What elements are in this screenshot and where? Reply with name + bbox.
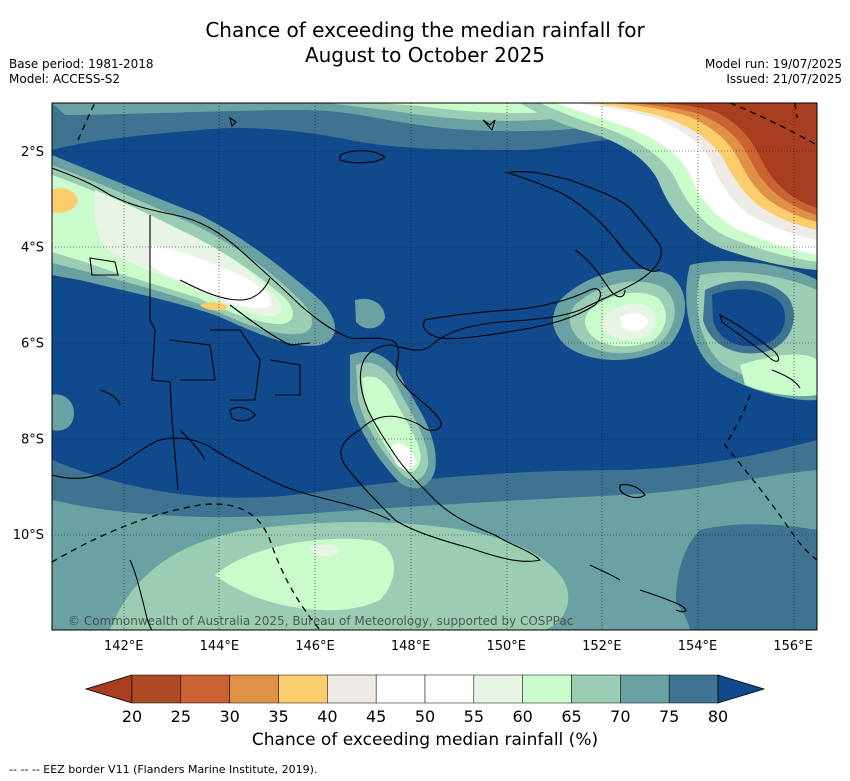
colorbar-segment <box>375 674 426 704</box>
colorbar-tick-label: 35 <box>268 707 288 726</box>
graticule <box>52 103 817 630</box>
model-name: Model: ACCESS-S2 <box>9 72 121 86</box>
colorbar-tick-label: 65 <box>561 707 581 726</box>
lon-tick-label: 154°E <box>678 639 718 654</box>
field-nw-35-40b <box>200 302 228 311</box>
copyright-text: © Commonwealth of Australia 2025, Bureau… <box>68 614 573 628</box>
lon-tick-label: 152°E <box>582 639 622 654</box>
colorbar-segment <box>278 674 328 704</box>
field-nw-45-55 <box>150 245 272 309</box>
colorbar-segment <box>473 674 523 704</box>
colorbar-tick-label: 50 <box>415 707 435 726</box>
map-frame <box>51 102 818 631</box>
field-west-65-70 <box>52 394 75 431</box>
colorbar-tick-label: 55 <box>464 707 484 726</box>
lat-tick-label: 4°S <box>21 241 44 256</box>
colorbar-segment <box>229 674 279 704</box>
colorbar-tick-label: 30 <box>219 707 239 726</box>
lat-tick-label: 8°S <box>21 432 44 447</box>
colorbar-tick-label: 70 <box>610 707 630 726</box>
field-nw-35-40 <box>52 188 78 213</box>
colorbar-segment <box>327 674 377 704</box>
colorbar-tick-label: 80 <box>708 707 728 726</box>
colorbar-title: Chance of exceeding median rainfall (%) <box>251 730 599 750</box>
field-70-75-southeast <box>676 524 817 630</box>
colorbar-segment <box>180 674 230 704</box>
colorbar-tick-label: 40 <box>317 707 337 726</box>
lat-tick-label: 2°S <box>21 145 44 160</box>
field-huon-65-70 <box>355 298 385 329</box>
coastlines <box>52 116 801 630</box>
lon-tick-label: 150°E <box>486 639 526 654</box>
field-central-45-55 <box>392 443 416 470</box>
eez-borders <box>52 103 817 630</box>
axis-labels: 2°S 4°S 6°S 8°S 10°S 142°E 144°E 146°E 148°E 150°… <box>13 145 813 654</box>
field-east-45-55 <box>620 313 648 331</box>
colorbar-tick-label: 60 <box>512 707 532 726</box>
lon-tick-label: 148°E <box>391 639 431 654</box>
colorbar: 20 25 30 35 40 45 50 55 60 65 70 75 80 <box>84 674 766 726</box>
colorbar-tick-label: 75 <box>659 707 679 726</box>
issued-date: Issued: 21/07/2025 <box>726 72 842 86</box>
base-period: Base period: 1981-2018 <box>9 57 154 71</box>
eez-footer-note: -- -- -- EEZ border V11 (Flanders Marine… <box>9 763 318 776</box>
colorbar-segment <box>571 674 621 704</box>
field-65-70-southeast <box>590 577 690 630</box>
field-50-55-south <box>310 544 340 557</box>
lon-tick-label: 146°E <box>295 639 335 654</box>
title-line-2: August to October 2025 <box>304 43 546 67</box>
colorbar-segment <box>424 674 475 704</box>
colorbar-low-arrow <box>84 674 133 704</box>
field-solomon-75-80 <box>712 289 786 347</box>
colorbar-segment <box>620 674 670 704</box>
colorbar-segment <box>668 674 719 704</box>
field-ne-20-25 <box>655 103 817 208</box>
colorbar-tick-label: 25 <box>171 707 191 726</box>
meta-right: Model run: 19/07/2025 Issued: 21/07/2025 <box>705 57 842 87</box>
colorbar-high-arrow <box>717 674 766 704</box>
colorbar-segment <box>522 674 572 704</box>
title-line-1: Chance of exceeding the median rainfall … <box>205 18 645 42</box>
meta-left: Base period: 1981-2018 Model: ACCESS-S2 <box>9 57 154 87</box>
model-run: Model run: 19/07/2025 <box>704 57 842 71</box>
colorbar-tick-label: 45 <box>366 707 386 726</box>
lon-tick-label: 142°E <box>104 639 144 654</box>
colorbar-tick-label: 20 <box>122 707 142 726</box>
lat-tick-label: 6°S <box>21 337 44 352</box>
lat-tick-label: 10°S <box>13 528 44 543</box>
lon-tick-label: 156°E <box>773 639 813 654</box>
lon-tick-label: 144°E <box>200 639 240 654</box>
chart-title: Chance of exceeding the median rainfall … <box>0 18 850 68</box>
field-55-60-south <box>215 538 394 611</box>
rainfall-map-field: © Commonwealth of Australia 2025, Bureau… <box>52 103 817 630</box>
field-nw-corner <box>52 103 80 140</box>
colorbar-segment <box>131 674 182 704</box>
